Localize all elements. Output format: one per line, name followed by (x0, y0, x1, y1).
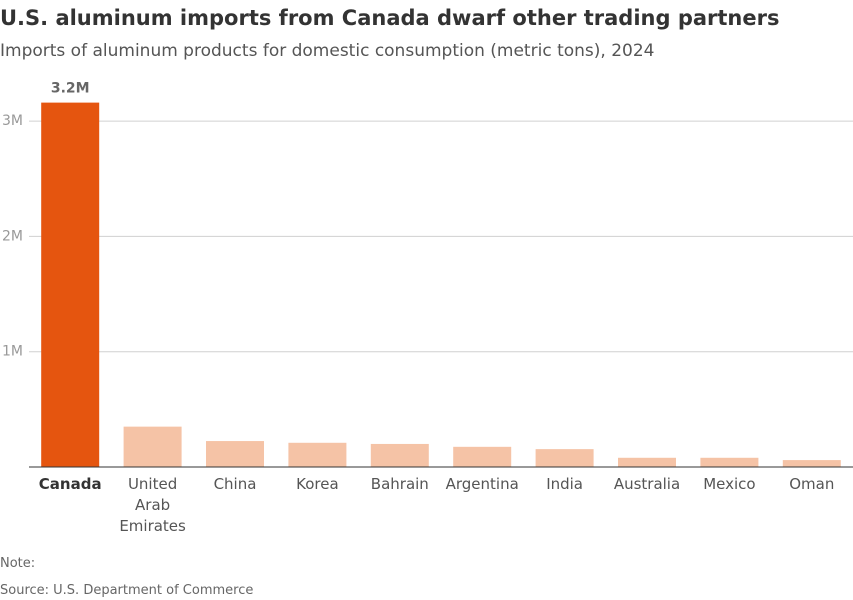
bar (123, 426, 182, 467)
x-tick-label: Australia (613, 475, 681, 493)
note: Note: (0, 556, 36, 571)
bar (370, 443, 429, 467)
bar (535, 449, 594, 467)
source: Source: U.S. Department of Commerce (0, 583, 254, 598)
y-tick-label: 2M (2, 228, 23, 244)
x-tick-label: Bahrain (370, 475, 429, 493)
x-tick-label: Argentina (445, 475, 519, 493)
x-tick-label: India (546, 475, 583, 493)
value-label: 3.2M (51, 81, 90, 97)
chart-title: U.S. aluminum imports from Canada dwarf … (0, 6, 779, 30)
x-tick-label: China (213, 475, 257, 493)
y-tick-label: 3M (2, 113, 23, 129)
bar (206, 441, 264, 467)
bar (288, 442, 347, 467)
y-tick-label: 1M (2, 344, 23, 360)
x-tick-label: Canada (38, 475, 102, 493)
bar (618, 457, 676, 467)
x-tick-label: Mexico (703, 475, 756, 493)
bar (700, 457, 759, 467)
x-tick-label: Korea (296, 475, 339, 493)
bar (453, 446, 512, 467)
bar (41, 102, 100, 468)
bar (782, 460, 841, 467)
chart-subtitle: Imports of aluminum products for domesti… (0, 41, 654, 61)
x-tick-label: Oman (789, 475, 835, 493)
x-tick-label: United Arab Emirates (119, 475, 186, 535)
